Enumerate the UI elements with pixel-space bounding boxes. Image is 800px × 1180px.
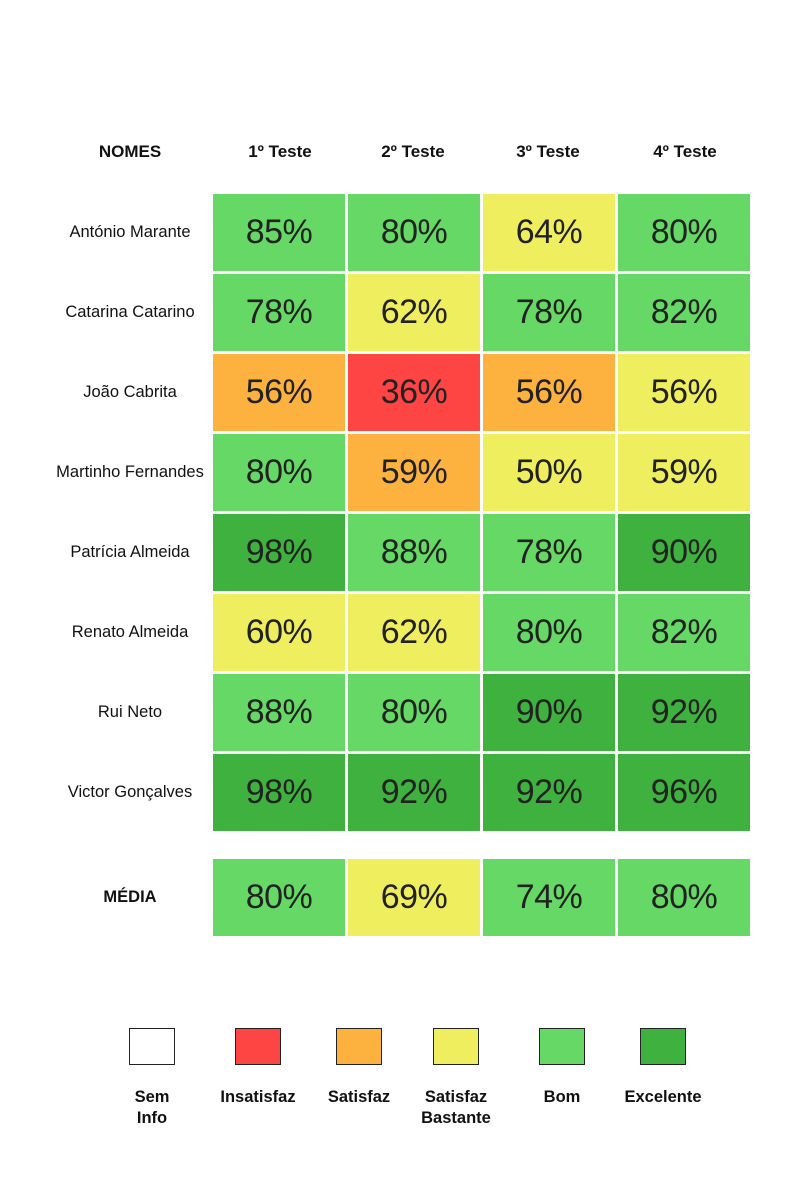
- header-names: NOMES: [98, 142, 162, 161]
- grade-cell: 80%: [348, 194, 480, 271]
- header-test-1: 1º Teste: [248, 142, 312, 161]
- student-name: Rui Neto: [97, 703, 163, 721]
- grade-cell: 56%: [618, 354, 750, 431]
- grade-cell: 80%: [348, 674, 480, 751]
- student-name: Victor Gonçalves: [67, 783, 193, 801]
- average-cell: 69%: [348, 859, 480, 936]
- grade-cell: 56%: [483, 354, 615, 431]
- grade-cell: 64%: [483, 194, 615, 271]
- grade-cell: 50%: [483, 434, 615, 511]
- grade-cell: 92%: [348, 754, 480, 831]
- grade-cell: 85%: [213, 194, 345, 271]
- legend-label-satisfaz_bastante: Satisfaz Bastante: [421, 1088, 491, 1127]
- grade-cell: 78%: [483, 514, 615, 591]
- header-test-2: 2º Teste: [381, 142, 445, 161]
- grade-cell: 92%: [483, 754, 615, 831]
- average-label: MÉDIA: [103, 888, 157, 906]
- grade-cell: 80%: [483, 594, 615, 671]
- average-cell: 80%: [618, 859, 750, 936]
- grade-cell: 59%: [348, 434, 480, 511]
- student-name: Patrícia Almeida: [70, 543, 190, 561]
- grade-cell: 88%: [213, 674, 345, 751]
- header-test-3: 3º Teste: [516, 142, 580, 161]
- grade-cell: 82%: [618, 274, 750, 351]
- legend-label-insatisfaz: Insatisfaz: [220, 1088, 296, 1106]
- grade-cell: 90%: [618, 514, 750, 591]
- legend-label-excelente: Excelente: [624, 1088, 702, 1106]
- legend-label-satisfaz: Satisfaz: [327, 1088, 391, 1106]
- grade-cell: 78%: [213, 274, 345, 351]
- grade-cell: 82%: [618, 594, 750, 671]
- grade-cell: 62%: [348, 274, 480, 351]
- student-name: Catarina Catarino: [65, 303, 195, 321]
- grade-cell: 36%: [348, 354, 480, 431]
- grade-cell: 92%: [618, 674, 750, 751]
- student-name: António Marante: [69, 223, 191, 241]
- grade-cell: 59%: [618, 434, 750, 511]
- legend-swatch-excelente: [640, 1028, 686, 1065]
- grade-cell: 88%: [348, 514, 480, 591]
- average-cell: 74%: [483, 859, 615, 936]
- grade-cell: 56%: [213, 354, 345, 431]
- student-name: Renato Almeida: [71, 623, 189, 641]
- grade-cell: 78%: [483, 274, 615, 351]
- legend-swatch-bom: [539, 1028, 585, 1065]
- grade-cell: 90%: [483, 674, 615, 751]
- header-test-4: 4º Teste: [653, 142, 717, 161]
- grade-cell: 96%: [618, 754, 750, 831]
- grade-cell: 80%: [618, 194, 750, 271]
- legend-label-sem_info: Sem Info: [134, 1088, 170, 1127]
- grade-cell: 80%: [213, 434, 345, 511]
- grade-cell: 62%: [348, 594, 480, 671]
- grade-cell: 60%: [213, 594, 345, 671]
- legend-swatch-satisfaz_bastante: [433, 1028, 479, 1065]
- student-name: João Cabrita: [83, 383, 177, 401]
- legend-label-bom: Bom: [543, 1088, 581, 1106]
- legend-swatch-insatisfaz: [235, 1028, 281, 1065]
- average-cell: 80%: [213, 859, 345, 936]
- grade-cell: 98%: [213, 514, 345, 591]
- legend-swatch-satisfaz: [336, 1028, 382, 1065]
- grade-cell: 98%: [213, 754, 345, 831]
- student-name: Martinho Fernandes: [56, 463, 204, 481]
- legend-swatch-sem_info: [129, 1028, 175, 1065]
